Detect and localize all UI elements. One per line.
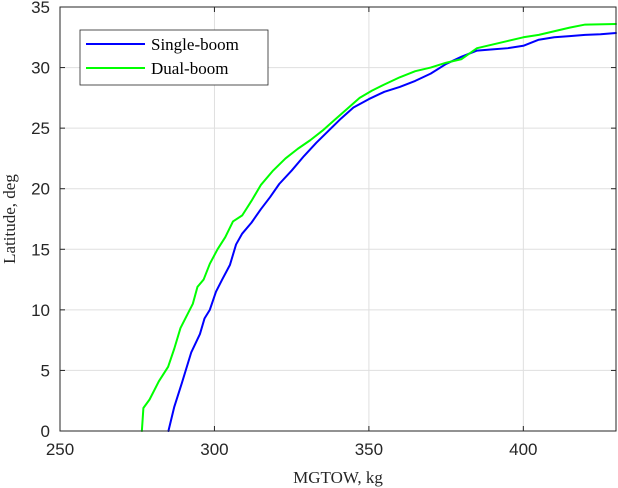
y-tick-label: 5 bbox=[41, 361, 50, 380]
y-tick-labels: 0 5 10 15 20 25 30 35 bbox=[31, 0, 50, 441]
axes-frame bbox=[59, 6, 617, 432]
x-tick-label: 250 bbox=[46, 440, 74, 459]
x-tick-labels: 250 300 350 400 bbox=[46, 440, 538, 459]
x-tick-label: 350 bbox=[355, 440, 383, 459]
x-tick-label: 300 bbox=[200, 440, 228, 459]
legend: Single-boom Dual-boom bbox=[79, 29, 269, 86]
y-axis-label: Latitude, deg bbox=[0, 174, 19, 264]
x-tick-label: 400 bbox=[509, 440, 537, 459]
series-line-dual-boom bbox=[140, 22, 617, 432]
legend-label-single-boom: Single-boom bbox=[151, 35, 239, 54]
y-tick-label: 35 bbox=[31, 0, 50, 17]
series-layer bbox=[140, 22, 617, 432]
y-tick-label: 30 bbox=[31, 59, 50, 78]
y-tick-label: 15 bbox=[31, 240, 50, 259]
legend-label-dual-boom: Dual-boom bbox=[151, 59, 228, 78]
legend-box bbox=[79, 29, 269, 86]
series-line-single-boom bbox=[167, 32, 617, 432]
x-axis-label: MGTOW, kg bbox=[293, 468, 383, 487]
plot-frame bbox=[59, 6, 617, 432]
y-tick-label: 10 bbox=[31, 301, 50, 320]
y-tick-label: 25 bbox=[31, 119, 50, 138]
tick-marks bbox=[59, 6, 616, 432]
y-tick-label: 20 bbox=[31, 180, 50, 199]
y-tick-label: 0 bbox=[41, 422, 50, 441]
